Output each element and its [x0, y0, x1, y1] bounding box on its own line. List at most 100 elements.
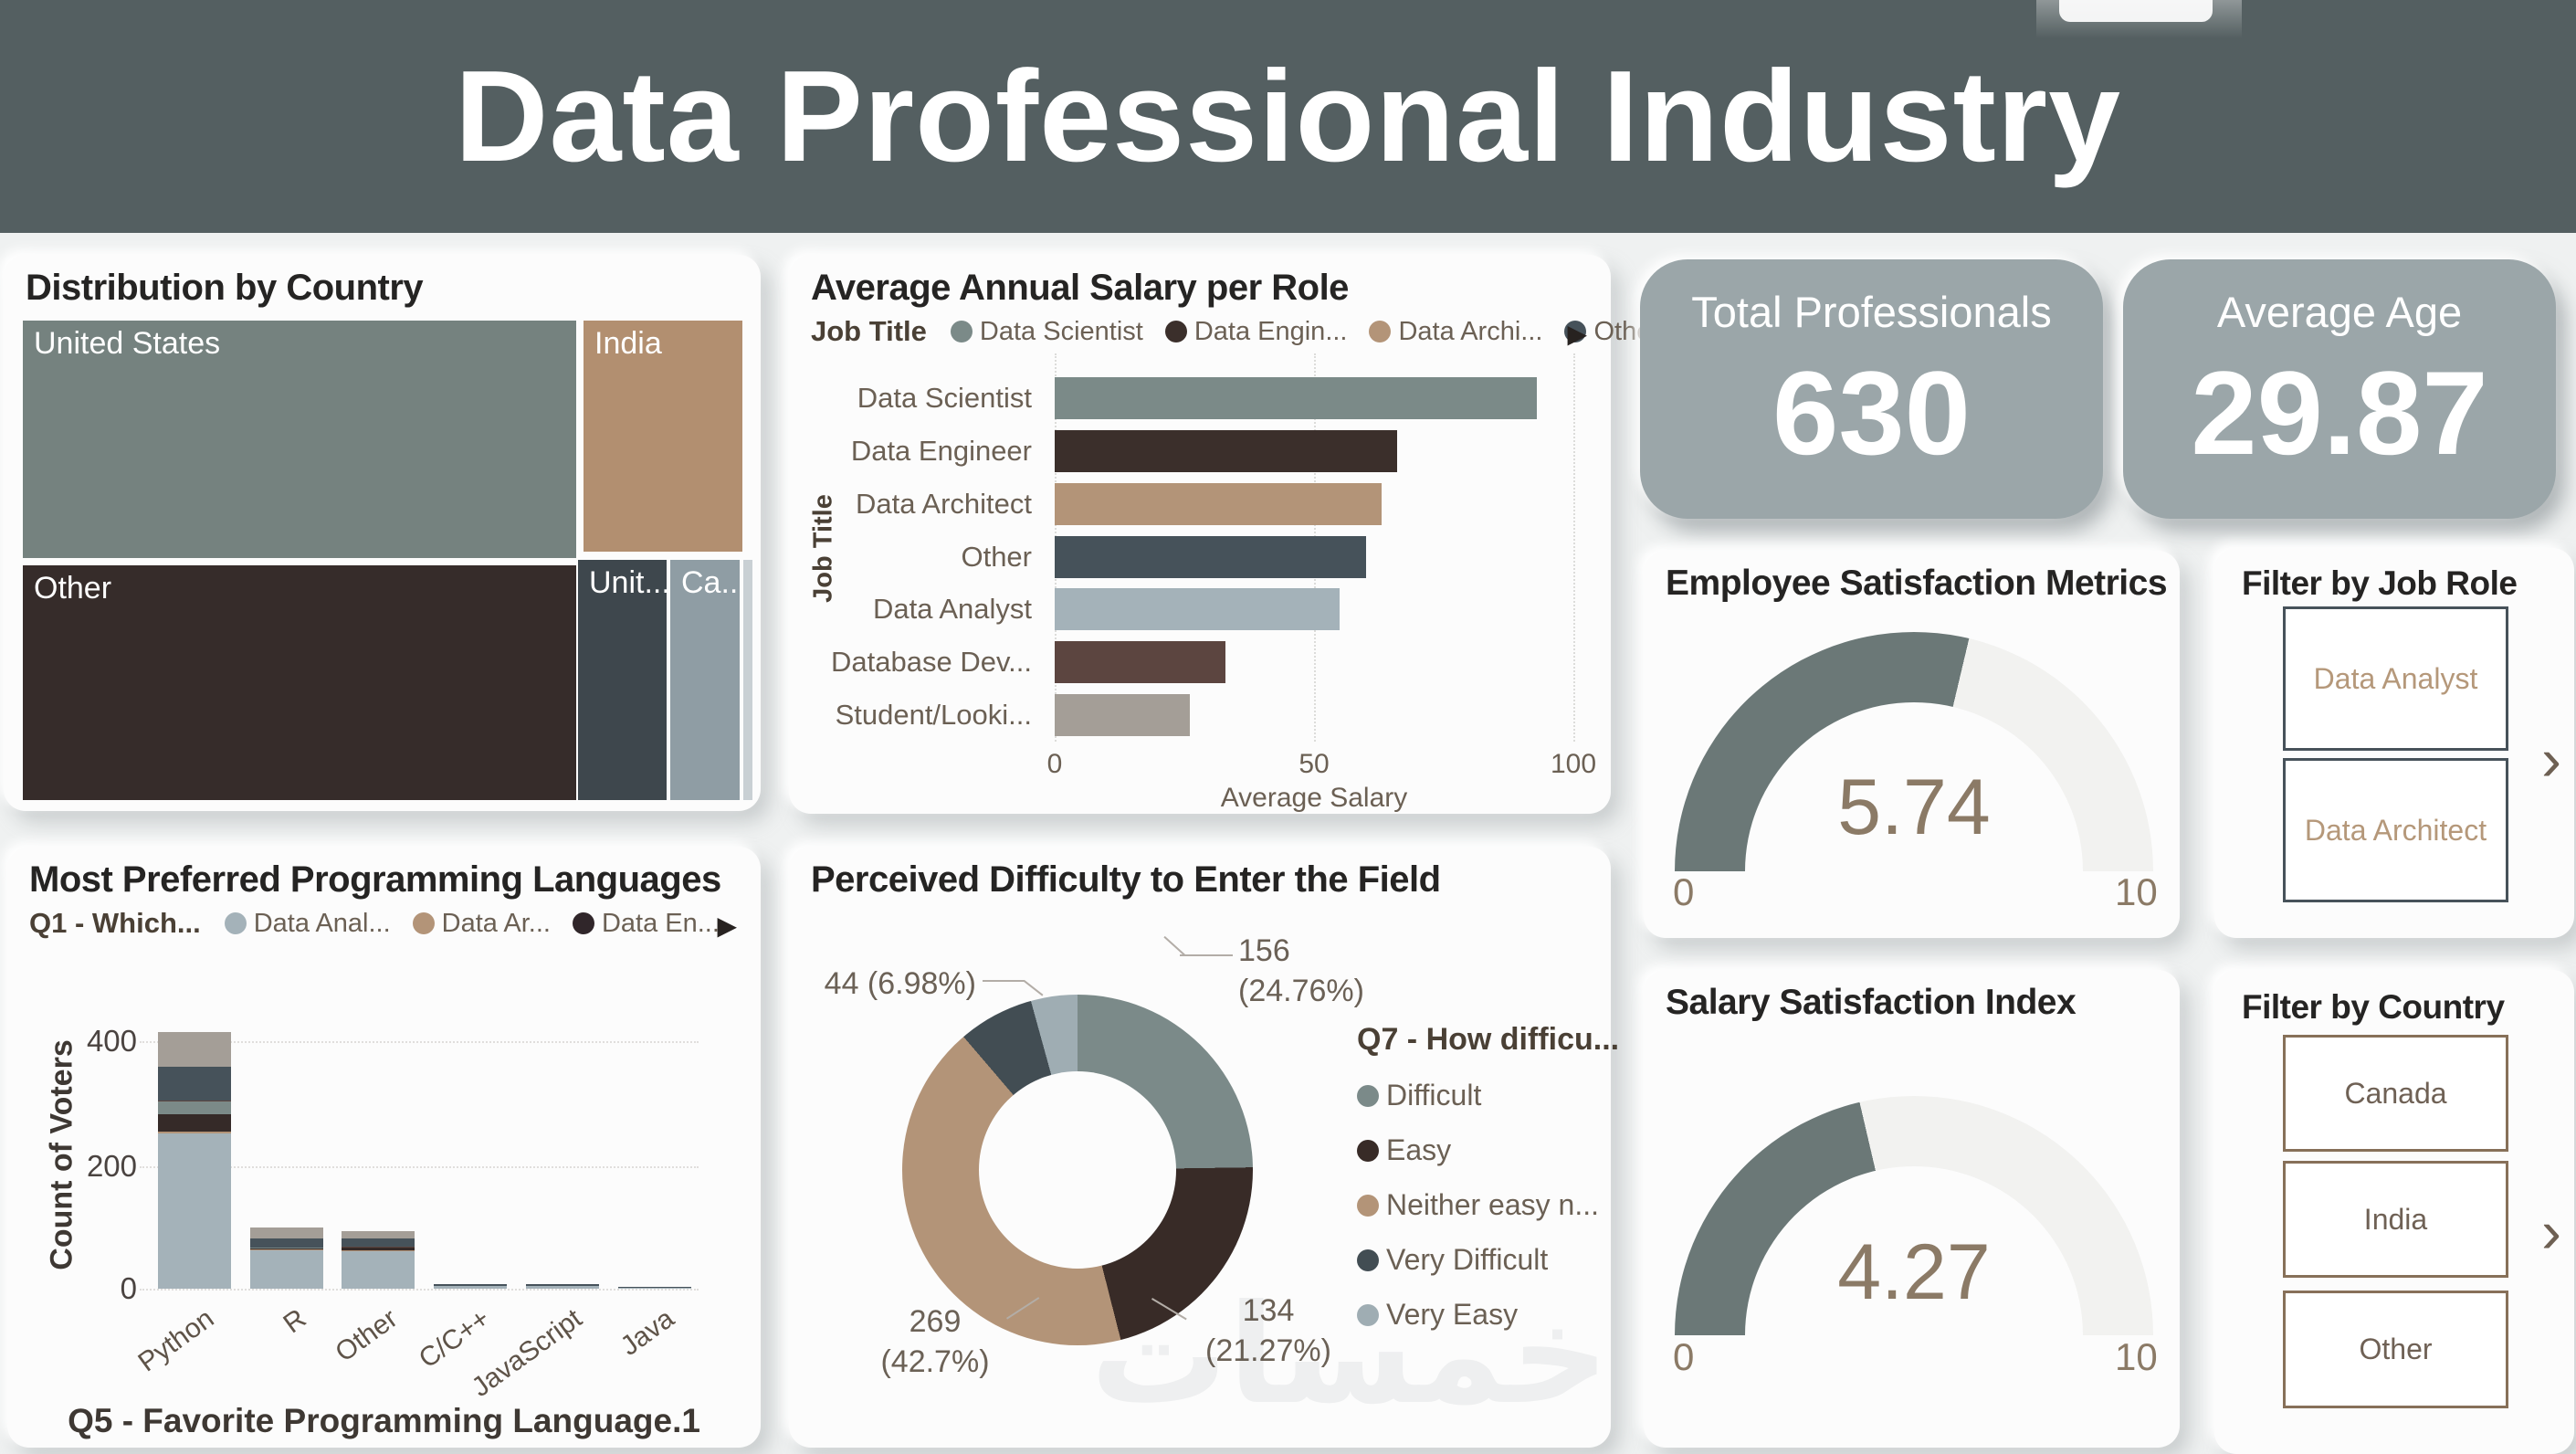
bar-data-architect[interactable] — [1055, 482, 1382, 525]
callout-very-difficult: 44 (6.98%) — [824, 966, 976, 1001]
legend-item[interactable]: Data Archi... — [1369, 317, 1542, 347]
job-role-option-data-architect[interactable]: Data Architect — [2283, 758, 2508, 902]
bar-student-looki-[interactable] — [1055, 694, 1190, 737]
callout-difficult: 156 (24.76%) — [1238, 933, 1364, 1008]
stack-segment[interactable] — [249, 1247, 323, 1249]
treemap-node[interactable]: Ca... — [670, 560, 740, 800]
bar-database-dev-[interactable] — [1055, 641, 1226, 684]
gauge-title: Salary Satisfaction Index — [1666, 983, 2077, 1022]
salary-chart-card: Average Annual Salary per Role Job Title… — [789, 255, 1660, 814]
bar-category-label: Database Dev... — [831, 646, 1032, 679]
leader-line — [983, 980, 1025, 982]
salary-x-axis-title: Average Salary — [1220, 783, 1408, 813]
treemap-node[interactable]: India — [584, 321, 742, 552]
stack-segment[interactable] — [158, 1101, 231, 1114]
languages-chart-card: Most Preferred Programming Languages Q1 … — [7, 847, 761, 1448]
stack-segment[interactable] — [158, 1133, 231, 1289]
legend-item[interactable]: Data Anal... — [224, 909, 391, 939]
stacked-bar-java[interactable] — [617, 1287, 691, 1289]
stack-segment[interactable] — [342, 1230, 415, 1239]
stack-segment[interactable] — [158, 1113, 231, 1132]
difficulty-donut-chart[interactable] — [902, 995, 1253, 1345]
stack-segment[interactable] — [342, 1251, 415, 1289]
legend-item[interactable]: Data Ar... — [412, 909, 551, 939]
stack-segment[interactable] — [342, 1246, 415, 1248]
stack-segment[interactable] — [249, 1249, 323, 1289]
dashboard-header: Data Professional Industry — [0, 0, 2576, 233]
stack-segment[interactable] — [342, 1238, 415, 1247]
treemap-node[interactable]: Unit... — [578, 560, 667, 800]
treemap-node-label: Ca... — [681, 565, 740, 600]
salary-legend-expand-icon[interactable]: ▶ — [1567, 320, 1587, 348]
stack-segment[interactable] — [158, 1032, 231, 1068]
stack-segment[interactable] — [434, 1284, 508, 1286]
stack-segment[interactable] — [525, 1285, 599, 1287]
stack-segment[interactable] — [342, 1248, 415, 1250]
legend-dot-icon — [572, 912, 594, 934]
stack-segment[interactable] — [158, 1067, 231, 1101]
legend-label: Difficult — [1386, 1079, 1482, 1112]
stack-segment[interactable] — [617, 1287, 691, 1288]
treemap-node[interactable]: Other — [23, 565, 576, 800]
stacked-bar-other[interactable] — [342, 1230, 415, 1289]
languages-legend-expand-icon[interactable]: ▶ — [717, 911, 737, 940]
legend-dot-icon — [1164, 321, 1187, 342]
stack-segment[interactable] — [525, 1286, 599, 1289]
stacked-bar-python[interactable] — [158, 1032, 231, 1289]
stacked-bar-javascript[interactable] — [525, 1284, 599, 1289]
salary-category-labels: Data Scientist Data Engineer Data Architec… — [789, 372, 1043, 742]
country-option-india[interactable]: India — [2283, 1161, 2508, 1278]
stack-segment[interactable] — [158, 1131, 231, 1134]
gauge-value: 4.27 — [1837, 1228, 1991, 1316]
stack-segment[interactable] — [249, 1227, 323, 1238]
legend-item[interactable]: Data Engin... — [1164, 317, 1347, 347]
stacked-bar-r[interactable] — [249, 1227, 323, 1289]
stack-segment[interactable] — [249, 1249, 323, 1250]
stack-segment[interactable] — [249, 1238, 323, 1248]
job-role-filter-card: Filter by Job Role Data Analyst Data Arc… — [2214, 548, 2574, 938]
treemap-node[interactable]: United States — [23, 321, 576, 558]
stack-segment[interactable] — [249, 1248, 323, 1249]
legend-item[interactable]: Easy — [1357, 1133, 1619, 1167]
job-role-option-data-analyst[interactable]: Data Analyst — [2283, 606, 2508, 751]
bar-data-engineer[interactable] — [1055, 429, 1397, 472]
leader-line — [1023, 980, 1044, 996]
legend-item[interactable]: Difficult — [1357, 1079, 1619, 1112]
legend-dot-icon — [1564, 321, 1587, 342]
difficulty-legend-title: Q7 - How difficu... — [1357, 1022, 1620, 1057]
legend-item[interactable]: Very Easy — [1357, 1298, 1619, 1332]
legend-item[interactable]: Very Difficult — [1357, 1243, 1619, 1277]
languages-legend-title: Q1 - Which... — [29, 907, 201, 939]
country-option-canada[interactable]: Canada — [2283, 1035, 2508, 1152]
stack-segment[interactable] — [434, 1285, 508, 1289]
country-filter-title: Filter by Country — [2242, 988, 2505, 1026]
legend-dot-icon — [1357, 1249, 1379, 1271]
gauge-max: 10 — [2115, 870, 2158, 913]
gauge-min: 0 — [1673, 870, 1695, 913]
gauge-title: Employee Satisfaction Metrics — [1666, 564, 2168, 603]
legend-dot-icon — [950, 321, 973, 342]
country-option-other[interactable]: Other — [2283, 1291, 2508, 1408]
bar-data-analyst[interactable] — [1055, 588, 1341, 631]
stack-segment[interactable] — [434, 1283, 508, 1285]
gridline — [140, 1289, 699, 1291]
stack-segment[interactable] — [342, 1247, 415, 1249]
bar-data-scientist[interactable] — [1055, 377, 1538, 419]
stack-segment[interactable] — [617, 1287, 691, 1289]
difficulty-title: Perceived Difficulty to Enter the Field — [811, 859, 1441, 900]
legend-dot-icon — [1357, 1139, 1379, 1162]
bar-category-label: Data Scientist — [857, 382, 1032, 414]
legend-item[interactable]: Neither easy n... — [1357, 1188, 1619, 1222]
legend-dot-icon — [1357, 1084, 1379, 1107]
stack-segment[interactable] — [525, 1284, 599, 1286]
legend-item[interactable]: Data Scientist — [950, 317, 1143, 347]
treemap-title: Distribution by Country — [26, 268, 424, 308]
treemap-node[interactable] — [743, 560, 752, 800]
bar-other[interactable] — [1055, 535, 1366, 578]
legend-item[interactable]: Data En... — [572, 909, 720, 939]
legend-dot-icon — [412, 912, 435, 934]
job-role-next-icon[interactable]: › — [2541, 725, 2561, 793]
stacked-bar-c-c-[interactable] — [434, 1283, 508, 1289]
stack-segment[interactable] — [342, 1249, 415, 1252]
country-next-icon[interactable]: › — [2541, 1197, 2561, 1265]
